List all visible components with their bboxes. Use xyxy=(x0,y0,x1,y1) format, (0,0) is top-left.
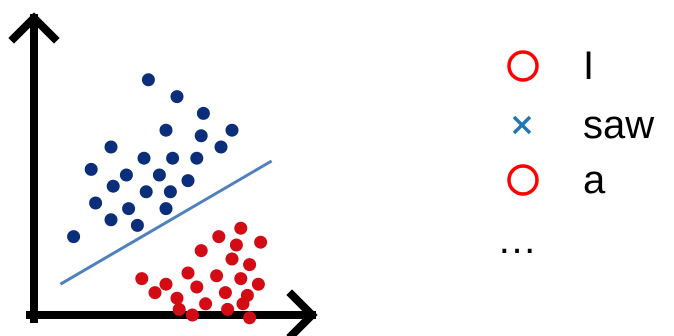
legend: I saw a xyxy=(505,44,674,217)
red-data-point xyxy=(190,280,204,294)
blue-data-point xyxy=(137,151,151,165)
legend-item-saw: saw xyxy=(505,103,674,148)
red-data-point xyxy=(236,297,250,311)
red-data-point xyxy=(210,269,224,283)
red-data-point xyxy=(181,266,195,280)
scatter-diagram xyxy=(8,12,318,336)
blue-data-point xyxy=(159,202,173,216)
red-circle-icon xyxy=(507,50,539,82)
x-axis-arrowhead xyxy=(286,289,318,336)
blue-data-point xyxy=(67,230,81,244)
legend-label-a: a xyxy=(583,158,606,202)
blue-data-point xyxy=(181,174,195,188)
blue-data-point xyxy=(122,202,136,216)
blue-data-point xyxy=(170,90,184,104)
red-data-point xyxy=(135,272,149,286)
red-data-point xyxy=(212,230,226,244)
red-data-point xyxy=(229,238,243,252)
red-data-point xyxy=(148,286,162,300)
blue-data-point xyxy=(194,129,208,143)
blue-data-point xyxy=(225,123,239,137)
red-data-point xyxy=(218,286,232,300)
blue-data-point xyxy=(214,140,228,154)
blue-data-point xyxy=(104,213,118,227)
blue-data-point xyxy=(84,162,98,176)
blue-data-point xyxy=(130,218,144,232)
red-data-point xyxy=(251,277,265,291)
red-data-point xyxy=(243,258,257,272)
axes xyxy=(8,12,318,336)
blue-data-point xyxy=(152,168,166,182)
blue-data-point xyxy=(163,185,177,199)
blue-data-point xyxy=(159,123,173,137)
red-data-point xyxy=(194,244,208,258)
red-circle-icon-ring xyxy=(507,164,539,196)
legend-item-i: I xyxy=(505,44,674,89)
red-data-point xyxy=(185,308,199,322)
y-axis-arrowhead xyxy=(8,12,60,44)
red-data-point xyxy=(254,235,268,249)
red-circle-icon xyxy=(507,164,539,196)
red-data-point xyxy=(172,302,186,316)
legend-label-saw: saw xyxy=(583,103,655,147)
blue-data-point xyxy=(104,140,118,154)
red-data-point xyxy=(234,221,248,235)
red-data-point xyxy=(159,277,173,291)
red-data-point xyxy=(170,291,184,305)
red-circle-icon-ring xyxy=(507,50,539,82)
legend-label-i: I xyxy=(583,44,595,88)
decision-boundary-line xyxy=(59,159,273,286)
blue-cross-icon xyxy=(512,115,532,135)
legend-ellipsis: … xyxy=(497,218,537,262)
blue-data-point xyxy=(196,106,210,120)
legend-item-a: a xyxy=(505,158,674,203)
blue-cross-icon-stroke-2 xyxy=(512,115,532,135)
data-points xyxy=(67,73,268,325)
red-data-point xyxy=(225,252,239,266)
blue-data-point xyxy=(141,73,155,87)
blue-data-point xyxy=(89,196,103,210)
red-data-point xyxy=(199,297,213,311)
red-data-point xyxy=(234,272,248,286)
blue-data-point xyxy=(119,168,133,182)
red-data-point xyxy=(243,311,257,325)
blue-data-point xyxy=(190,151,204,165)
red-data-point xyxy=(221,302,235,316)
blue-data-point xyxy=(106,179,120,193)
blue-data-point xyxy=(139,185,153,199)
blue-data-point xyxy=(166,151,180,165)
